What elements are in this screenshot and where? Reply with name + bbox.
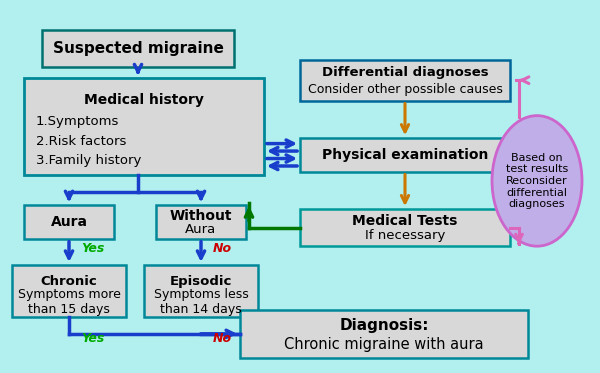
Text: Symptoms less
than 14 days: Symptoms less than 14 days (154, 288, 248, 316)
Text: Based on
test results
Reconsider
differential
diagnoses: Based on test results Reconsider differe… (506, 153, 568, 209)
Text: Chronic: Chronic (41, 275, 97, 288)
Text: Aura: Aura (50, 215, 88, 229)
Text: Diagnosis:: Diagnosis: (339, 317, 429, 333)
Text: No: No (213, 332, 232, 345)
Text: Yes: Yes (81, 332, 104, 345)
Text: Physical examination: Physical examination (322, 148, 488, 162)
Text: Aura: Aura (185, 223, 217, 236)
Ellipse shape (492, 116, 582, 246)
Text: 3.Family history: 3.Family history (36, 154, 142, 167)
Text: If necessary: If necessary (365, 229, 445, 242)
FancyBboxPatch shape (24, 205, 114, 239)
Text: Episodic: Episodic (170, 275, 232, 288)
FancyBboxPatch shape (300, 209, 510, 246)
Text: Chronic migraine with aura: Chronic migraine with aura (284, 337, 484, 352)
FancyBboxPatch shape (300, 138, 510, 172)
Text: Without: Without (170, 209, 232, 223)
FancyBboxPatch shape (42, 30, 234, 67)
Text: Suspected migraine: Suspected migraine (53, 41, 223, 56)
FancyBboxPatch shape (24, 78, 264, 175)
Text: Medical history: Medical history (84, 93, 204, 107)
Text: No: No (213, 242, 232, 255)
Text: 2.Risk factors: 2.Risk factors (36, 135, 127, 148)
FancyBboxPatch shape (12, 265, 126, 317)
Text: Medical Tests: Medical Tests (352, 214, 458, 228)
Text: 1.Symptoms: 1.Symptoms (36, 116, 119, 128)
FancyBboxPatch shape (240, 310, 528, 358)
Text: Symptoms more
than 15 days: Symptoms more than 15 days (17, 288, 121, 316)
Text: Differential diagnoses: Differential diagnoses (322, 66, 488, 79)
Text: Yes: Yes (81, 242, 104, 255)
FancyBboxPatch shape (144, 265, 258, 317)
FancyBboxPatch shape (156, 205, 246, 239)
Text: Consider other possible causes: Consider other possible causes (308, 83, 502, 96)
FancyBboxPatch shape (300, 60, 510, 101)
